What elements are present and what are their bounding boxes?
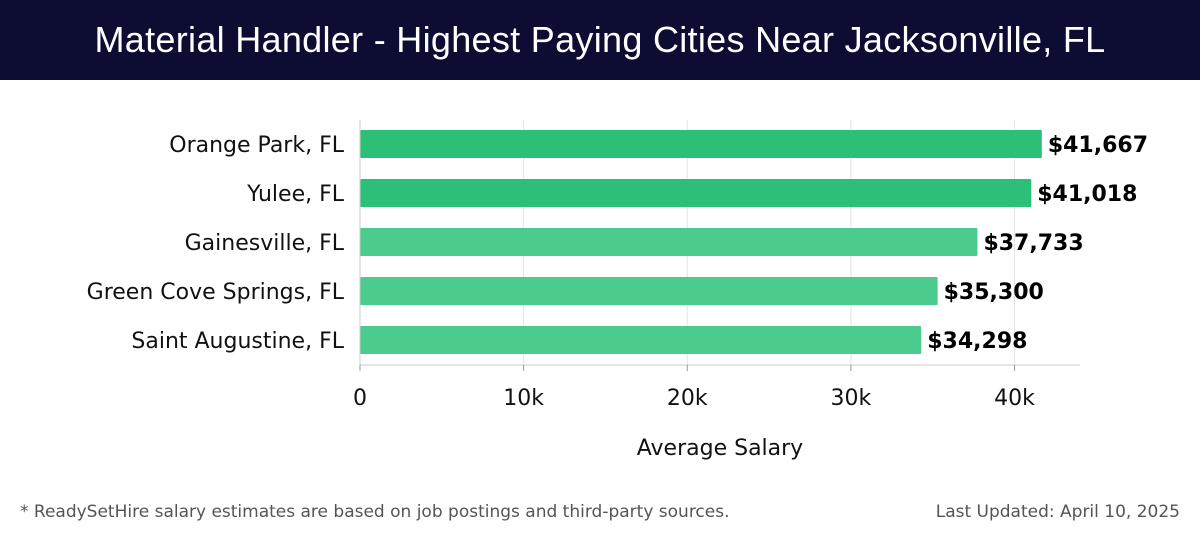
chart-title: Material Handler - Highest Paying Cities… [94, 19, 1106, 60]
category-label: Yulee, FL [246, 182, 345, 207]
x-tick-label: 40k [994, 386, 1035, 411]
category-label: Saint Augustine, FL [131, 329, 344, 354]
category-label: Gainesville, FL [185, 231, 345, 256]
source-note: * ReadySetHire salary estimates are base… [20, 502, 730, 522]
bar [360, 277, 938, 305]
bar [360, 326, 922, 354]
value-label: $41,018 [1037, 182, 1137, 207]
value-label: $37,733 [983, 231, 1083, 256]
category-label: Orange Park, FL [169, 133, 344, 158]
value-label: $34,298 [927, 329, 1027, 354]
x-tick-label: 20k [667, 386, 708, 411]
x-tick-label: 30k [831, 386, 872, 411]
x-tick-label: 0 [353, 386, 367, 411]
bar [360, 228, 978, 256]
bar [360, 130, 1042, 158]
x-tick-label: 10k [503, 386, 544, 411]
value-label: $41,667 [1048, 133, 1148, 158]
category-label: Green Cove Springs, FL [87, 280, 345, 305]
value-label: $35,300 [944, 280, 1044, 305]
salary-bar-chart: Orange Park, FL $41,667 Yulee, FL $41,018 Ga… [87, 120, 1148, 461]
last-updated: Last Updated: April 10, 2025 [935, 502, 1180, 522]
x-axis-title: Average Salary [637, 436, 803, 461]
bar [360, 179, 1032, 207]
chart-header: Material Handler - Highest Paying Cities… [0, 0, 1200, 80]
